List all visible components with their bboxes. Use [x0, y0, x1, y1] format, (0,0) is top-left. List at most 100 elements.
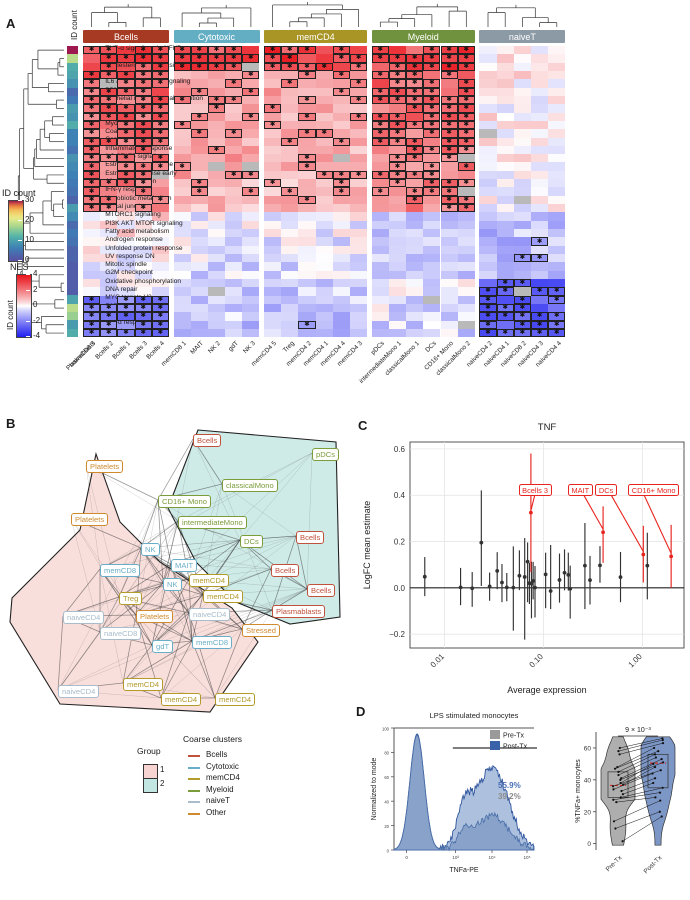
network-node-gdt[interactable]: gdT: [152, 640, 174, 653]
heatmap-cell: [100, 87, 118, 96]
id-count-cell: [67, 270, 78, 279]
heatmap-cell: [332, 179, 350, 188]
heatmap-cell: [151, 245, 169, 254]
network-node-platelets[interactable]: Platelets: [86, 460, 124, 473]
network-node-bcells[interactable]: Bcells: [296, 531, 325, 544]
network-node-memcd8[interactable]: memCD8: [192, 636, 233, 649]
heatmap-cell: [332, 328, 350, 338]
heatmap-cell: [134, 262, 152, 271]
network-node-bcells[interactable]: Bcells: [193, 434, 222, 447]
heatmap-cell: [423, 154, 441, 163]
network-node-mait[interactable]: MAIT: [171, 559, 198, 572]
violin-point: [660, 758, 663, 761]
network-node-naivecd4[interactable]: naiveCD4: [189, 608, 231, 621]
network-node-treg[interactable]: Treg: [119, 592, 143, 605]
network-node-bcells[interactable]: Bcells: [271, 564, 300, 577]
network-node-naivecd8[interactable]: naiveCD8: [100, 627, 142, 640]
heatmap-cell: [496, 129, 514, 138]
heatmap-cell: [225, 187, 243, 196]
legend-tickmark: [26, 289, 30, 291]
heatmap-cell: [83, 295, 101, 304]
heatmap-cell: [332, 104, 350, 113]
heatmap-cell: [298, 62, 316, 71]
heatmap-cell: [83, 70, 101, 80]
network-node-naivecd4[interactable]: naiveCD4: [63, 611, 105, 624]
network-node-naivecd4[interactable]: naiveCD4: [58, 685, 100, 698]
network-node-cd16-mono[interactable]: CD16+ Mono: [158, 495, 211, 508]
heatmap-cell: [531, 120, 549, 130]
heatmap-cell: [513, 312, 531, 321]
id-count-cell: [67, 154, 78, 163]
heatmap-cell: [513, 179, 531, 188]
id-count-cell: [67, 179, 78, 188]
heatmap-cell: [531, 270, 549, 279]
network-node-memcd4[interactable]: memCD4: [203, 590, 244, 603]
heatmap-cell: [242, 237, 260, 246]
heatmap-cell: [173, 254, 191, 263]
heatmap-cell: [423, 229, 441, 238]
heatmap-cell: [151, 120, 169, 130]
heatmap-cell: [264, 46, 282, 55]
network-node-platelets[interactable]: Platelets: [136, 610, 174, 623]
violin-category-label: Pre-Tx: [605, 854, 624, 873]
heatmap-cell: [531, 54, 549, 63]
heatmap-cell: [190, 270, 208, 279]
heatmap-cell: [350, 237, 368, 246]
heatmap-cell: [83, 187, 101, 196]
paired-line: [621, 778, 656, 792]
heatmap-cell: [190, 129, 208, 138]
network-node-nk[interactable]: NK: [141, 543, 160, 556]
network-node-intermediatemono[interactable]: intermediateMono: [178, 516, 247, 529]
heatmap-cell: [207, 212, 226, 221]
heatmap-cell: [151, 262, 169, 271]
heatmap-cell: [190, 229, 208, 238]
paired-line: [618, 757, 657, 776]
heatmap-cell: [496, 328, 514, 338]
heatmap-cell: [173, 245, 191, 254]
network-node-bcells[interactable]: Bcells: [307, 584, 336, 597]
heatmap-cell: [479, 145, 497, 155]
coarse-cluster-line: [188, 755, 200, 758]
heatmap-cell: [423, 112, 441, 121]
heatmap-cell: [83, 195, 101, 205]
heatmap-cell: [83, 245, 101, 254]
network-node-classicalmono[interactable]: classicalMono: [222, 479, 278, 492]
heatmap-cell: [388, 95, 407, 105]
highlight-label-mait: MAIT: [567, 484, 593, 497]
network-node-memcd4[interactable]: memCD4: [161, 693, 202, 706]
network-edge: [191, 640, 216, 699]
heatmap-cell: [440, 104, 458, 113]
heatmap-cell: [134, 137, 152, 146]
network-node-dcs[interactable]: DCs: [240, 535, 263, 548]
heatmap-cell: [315, 145, 333, 155]
network-node-memcd4[interactable]: memCD4: [123, 678, 164, 691]
heatmap-cell: [100, 195, 118, 205]
network-node-pdcs[interactable]: pDCs: [312, 448, 339, 461]
heatmap-cell: [117, 287, 135, 296]
heatmap-cell: [548, 278, 566, 288]
heatmap-cell: [531, 129, 549, 138]
network-node-memcd4[interactable]: memCD4: [215, 693, 256, 706]
heatmap-cell: [423, 287, 441, 296]
heatmap-cell: [548, 87, 566, 96]
network-node-nk[interactable]: NK: [163, 578, 182, 591]
pvalue-label: 9 × 10⁻³: [625, 727, 651, 734]
heatmap-cell: [315, 245, 333, 254]
network-node-plasmablasts[interactable]: Plasmablasts: [272, 605, 326, 618]
heatmap-cell: [406, 278, 424, 288]
heatmap-cell: [440, 145, 458, 155]
heatmap-cell: [388, 120, 407, 130]
network-node-memcd4[interactable]: memCD4: [189, 574, 230, 587]
network-node-memcd8[interactable]: memCD8: [100, 564, 141, 577]
heatmap-cell: [479, 187, 497, 196]
network-node-platelets[interactable]: Platelets: [71, 513, 109, 526]
network-node-stressed[interactable]: Stressed: [242, 624, 280, 637]
heatmap-cell: [479, 87, 497, 96]
hist-y-tick-label: 80: [384, 751, 389, 756]
nes-colorbar-tick: 2: [33, 284, 38, 294]
heatmap-cell: [281, 245, 299, 254]
heatmap-cell: [531, 104, 549, 113]
heatmap-cell: [548, 137, 566, 146]
heatmap-cell: [173, 220, 191, 230]
row-label: Apical junction: [105, 202, 148, 210]
